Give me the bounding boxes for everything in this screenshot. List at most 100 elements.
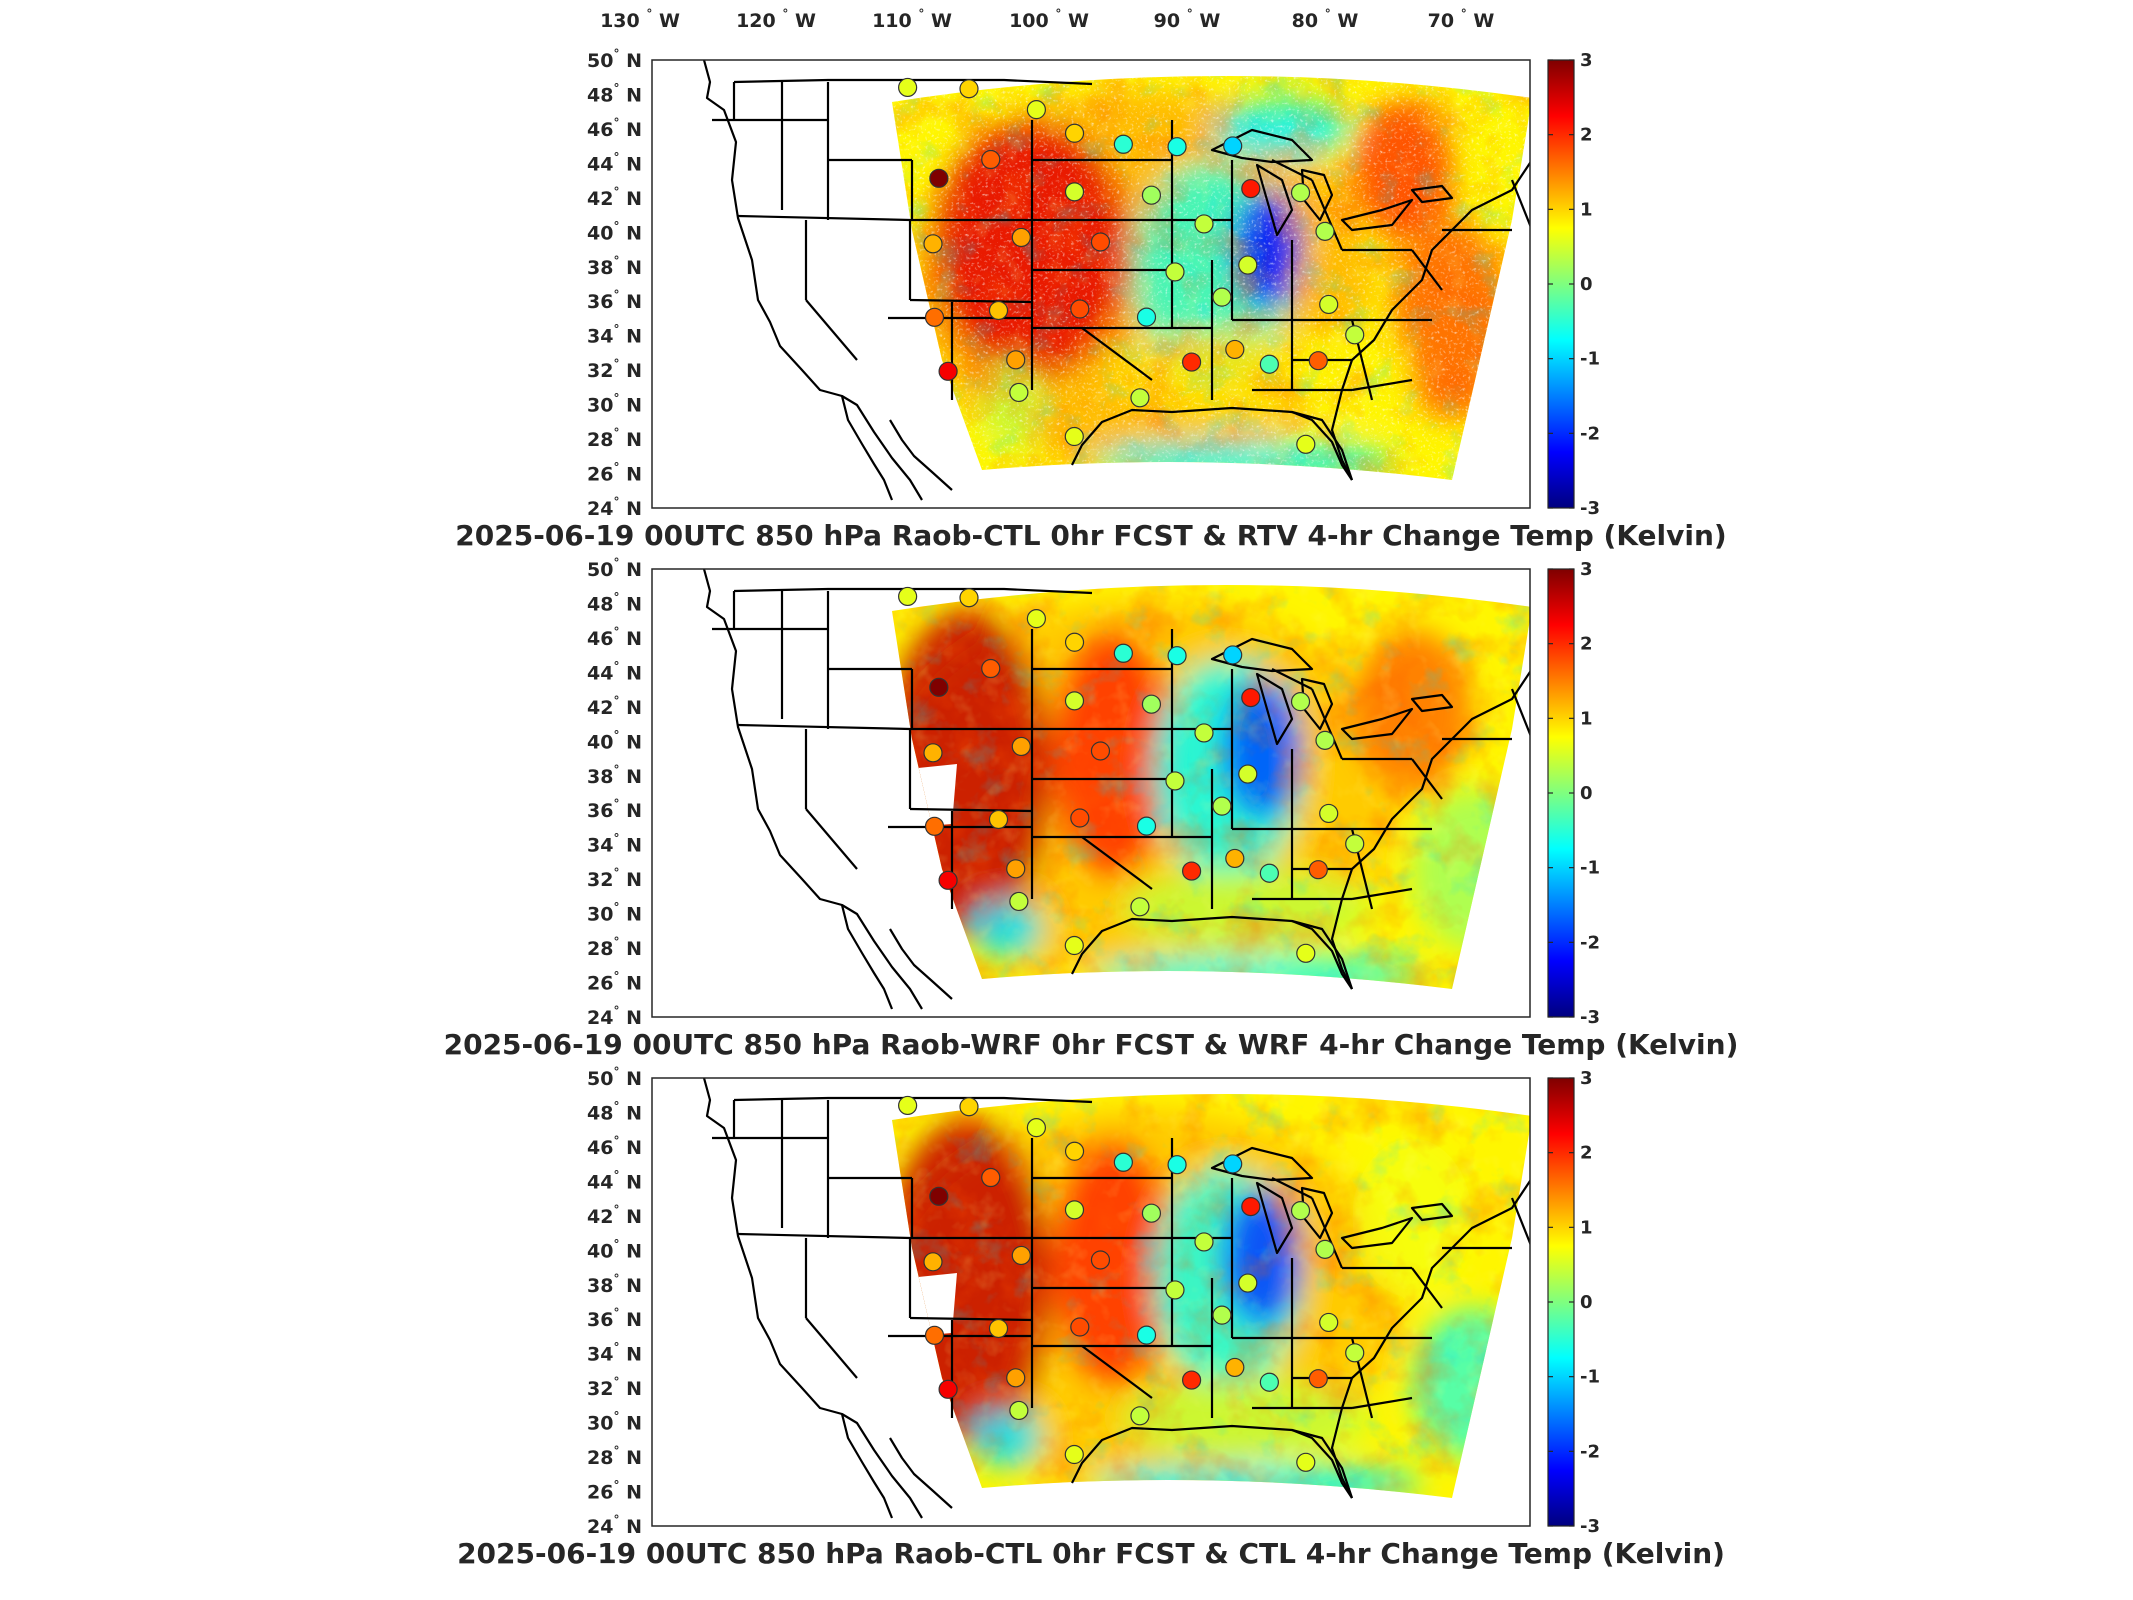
raob-station-marker bbox=[1308, 351, 1328, 371]
raob-station-marker bbox=[1011, 1245, 1031, 1266]
latitude-tick-label: 24° N bbox=[587, 495, 642, 520]
raob-station-marker bbox=[1070, 1317, 1090, 1337]
raob-station-marker bbox=[1165, 1280, 1185, 1300]
raob-station-marker bbox=[1064, 182, 1085, 202]
map-panel-ctl: 50° N 48° N 46° N 44° N 42° N 40° N 38° N 36° N… bbox=[457, 1065, 1725, 1570]
raob-station-marker bbox=[1241, 1197, 1261, 1217]
temperature-change-field bbox=[892, 75, 1530, 480]
latitude-tick-label: 28° N bbox=[587, 935, 642, 960]
raob-station-marker bbox=[1315, 730, 1335, 750]
longitude-tick-label: 90 ° W bbox=[1154, 7, 1221, 32]
raob-station-marker bbox=[1064, 1200, 1085, 1220]
longitude-tick-label: 130 ° W bbox=[600, 7, 680, 32]
colorbar-tick-label: 2 bbox=[1580, 634, 1593, 655]
longitude-tick-label: 100 ° W bbox=[1009, 7, 1089, 32]
latitude-tick-label: 26° N bbox=[587, 461, 642, 486]
colorbar-tick-label: 0 bbox=[1580, 1292, 1593, 1313]
map-axis-frame bbox=[651, 59, 1531, 509]
colorbar-tick-label: -2 bbox=[1580, 932, 1600, 953]
latitude-tick-label: 34° N bbox=[587, 832, 642, 857]
raob-station-marker bbox=[1308, 860, 1328, 880]
raob-station-marker bbox=[988, 809, 1009, 830]
latitude-tick-label: 36° N bbox=[587, 1306, 642, 1331]
latitude-tick-label: 26° N bbox=[587, 1479, 642, 1504]
latitude-tick-label: 26° N bbox=[587, 970, 642, 995]
raob-station-marker bbox=[898, 1095, 918, 1116]
colorbar-tick-label: 2 bbox=[1580, 1143, 1593, 1164]
colorbar-tick-label: 2 bbox=[1580, 125, 1593, 146]
raob-station-marker bbox=[924, 1325, 945, 1345]
colorbar-tick-label: 3 bbox=[1580, 1068, 1593, 1089]
latitude-tick-label: 36° N bbox=[587, 797, 642, 822]
raob-station-marker bbox=[1064, 935, 1084, 956]
raob-station-marker bbox=[1130, 1406, 1150, 1426]
raob-station-marker bbox=[1238, 1273, 1258, 1293]
raob-station-marker bbox=[988, 300, 1009, 321]
raob-station-marker bbox=[1006, 859, 1026, 879]
latitude-tick-label: 48° N bbox=[587, 1099, 642, 1124]
raob-station-marker bbox=[1315, 1239, 1335, 1259]
latitude-tick-label: 38° N bbox=[587, 763, 642, 788]
raob-station-marker bbox=[1167, 1155, 1187, 1175]
raob-station-marker bbox=[1011, 736, 1031, 757]
raob-station-marker bbox=[1194, 1232, 1214, 1252]
latitude-tick-label: 42° N bbox=[587, 694, 642, 719]
colorbar-tick-label: -2 bbox=[1580, 1441, 1600, 1462]
raob-station-marker bbox=[1296, 943, 1316, 963]
raob-station-marker bbox=[1006, 350, 1026, 370]
latitude-tick-label: 42° N bbox=[587, 1203, 642, 1228]
raob-station-marker bbox=[929, 168, 949, 188]
raob-station-marker bbox=[1136, 816, 1157, 836]
colorbar-tick-label: -1 bbox=[1580, 1367, 1600, 1388]
latitude-tick-label: 50° N bbox=[587, 47, 642, 72]
raob-station-marker bbox=[1212, 1305, 1232, 1325]
colorbar-tick-label: 0 bbox=[1580, 274, 1593, 295]
latitude-tick-label: 28° N bbox=[587, 1444, 642, 1469]
latitude-tick-label: 46° N bbox=[587, 625, 642, 650]
longitude-tick-label: 70 ° W bbox=[1428, 7, 1495, 32]
map-axis-frame bbox=[651, 1077, 1531, 1527]
raob-stations bbox=[898, 77, 1365, 454]
raob-station-marker bbox=[1167, 137, 1187, 157]
raob-station-marker bbox=[1026, 100, 1046, 120]
raob-station-marker bbox=[898, 586, 918, 607]
colorbar-tick-label: 1 bbox=[1580, 1217, 1593, 1238]
colorbar: 3 2 1 0 -1 -2 -3 bbox=[1547, 559, 1600, 1028]
colorbar-tick-label: -3 bbox=[1580, 1516, 1600, 1537]
longitude-tick-label: 120 ° W bbox=[736, 7, 816, 32]
raob-station-marker bbox=[1009, 382, 1029, 403]
latitude-tick-label: 32° N bbox=[587, 866, 642, 891]
raob-station-marker bbox=[1113, 643, 1133, 663]
map-panel-rtv: 50° N 48° N 46° N 44° N 42° N 40° N 38° N 36° N… bbox=[455, 47, 1726, 552]
colorbar-tick-label: -2 bbox=[1580, 423, 1600, 444]
raob-station-marker bbox=[1319, 803, 1339, 824]
latitude-tick-label: 24° N bbox=[587, 1513, 642, 1538]
raob-station-marker bbox=[1315, 221, 1335, 241]
latitude-tick-label: 30° N bbox=[587, 901, 642, 926]
latitude-tick-label: 44° N bbox=[587, 1168, 642, 1193]
raob-station-marker bbox=[1136, 1325, 1157, 1345]
temperature-change-field bbox=[892, 1093, 1530, 1498]
raob-station-marker bbox=[1319, 1312, 1339, 1333]
colorbar-tick-label: 1 bbox=[1580, 708, 1593, 729]
raob-station-marker bbox=[1223, 136, 1243, 156]
raob-station-marker bbox=[1225, 848, 1245, 869]
raob-station-marker bbox=[1141, 694, 1162, 714]
raob-station-marker bbox=[959, 79, 979, 99]
raob-station-marker bbox=[1225, 1357, 1245, 1378]
longitude-tick-label: 110 ° W bbox=[872, 7, 952, 32]
colorbar-tick-label: 1 bbox=[1580, 199, 1593, 220]
raob-station-marker bbox=[1026, 1118, 1046, 1138]
raob-station-marker bbox=[929, 677, 949, 697]
raob-station-marker bbox=[1259, 1372, 1279, 1392]
raob-station-marker bbox=[1064, 426, 1084, 447]
raob-station-marker bbox=[1064, 1141, 1085, 1161]
raob-station-marker bbox=[1319, 294, 1339, 315]
latitude-axis-labels: 50° N 48° N 46° N 44° N 42° N 40° N 38° N 36° N… bbox=[587, 1065, 642, 1538]
raob-station-marker bbox=[938, 1379, 958, 1399]
raob-station-marker bbox=[1345, 325, 1365, 345]
raob-station-marker bbox=[1290, 183, 1311, 203]
raob-station-marker bbox=[1194, 723, 1214, 743]
colorbar: 3 2 1 0 -1 -2 -3 bbox=[1547, 1068, 1600, 1537]
latitude-tick-label: 38° N bbox=[587, 1272, 642, 1297]
